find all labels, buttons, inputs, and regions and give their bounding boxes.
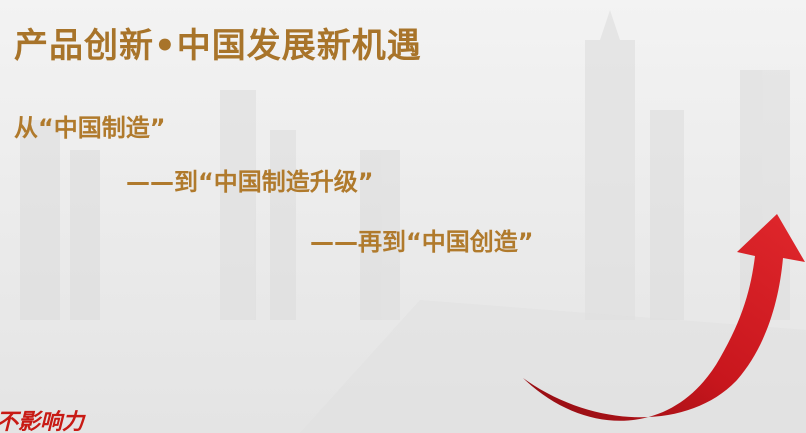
text-line-created-in-china: ——再到“中国创造” — [310, 228, 534, 256]
red-curved-arrow-icon — [523, 214, 805, 421]
text-line-upgrade: ——到“中国制造升级” — [126, 168, 374, 196]
stamp-text: 不影响力 — [0, 409, 85, 433]
text-line-made-in-china: 从“中国制造” — [14, 114, 166, 142]
slide-title: 产品创新•中国发展新机遇 — [14, 26, 422, 66]
